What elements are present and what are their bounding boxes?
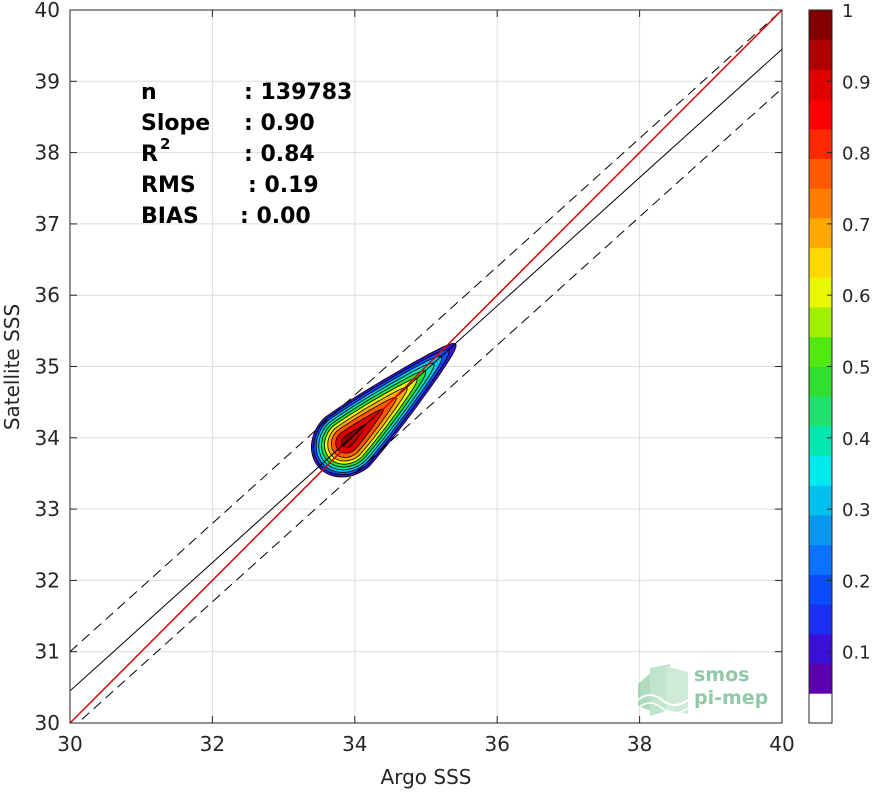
stat-key: RMS (141, 173, 196, 198)
y-tick-label: 38 (35, 141, 60, 165)
stat-key: BIAS (141, 204, 199, 229)
smos-pi-mep-logo: smos pi-mep (637, 664, 768, 716)
colorbar-tick-label: 0.1 (842, 643, 871, 664)
y-tick-label: 33 (35, 497, 60, 521)
colorbar-segment (809, 396, 832, 427)
y-tick-label: 36 (35, 283, 60, 307)
colorbar-segment (809, 307, 832, 338)
colorbar-segment (809, 485, 832, 516)
colorbar-tick-label: 0.9 (842, 72, 871, 93)
colorbar-segment (809, 336, 832, 367)
colorbar-segment (809, 188, 832, 219)
y-axis-ticks: 30 31 32 33 34 35 36 37 38 39 40 (35, 0, 782, 735)
logo-line1: smos (694, 664, 749, 686)
colorbar-segment (809, 633, 832, 664)
colorbar-segment (809, 247, 832, 278)
colorbar-tick-label: 0.4 (842, 429, 871, 450)
y-axis-label: Satellite SSS (0, 304, 24, 430)
colorbar-segment (809, 544, 832, 575)
colorbar-segment (809, 158, 832, 189)
colorbar-segment (809, 128, 832, 159)
y-tick-label: 32 (35, 568, 60, 592)
colorbar-segment (809, 366, 832, 397)
stat-value: : 139783 (244, 80, 352, 105)
stat-value: : 0.84 (244, 142, 315, 167)
y-tick-label: 31 (35, 640, 60, 664)
x-tick-label: 40 (769, 732, 794, 756)
colorbar-segment (809, 515, 832, 546)
stat-key-superscript: 2 (160, 135, 170, 153)
density-contour-level (341, 424, 367, 448)
colorbar-segment (809, 277, 832, 308)
colorbar: 0.1 0.2 0.3 0.4 0.5 0.6 0.7 0.8 0.9 1 (808, 1, 871, 724)
colorbar-tick-label: 0.2 (842, 571, 871, 592)
stat-value: : 0.90 (244, 111, 315, 136)
stat-key: n (141, 80, 157, 105)
stat-value: : 0.00 (240, 204, 311, 229)
stat-value: : 0.19 (248, 173, 319, 198)
x-axis-label: Argo SSS (381, 765, 472, 789)
colorbar-segment (809, 10, 832, 41)
colorbar-segment (809, 604, 832, 635)
stat-key: Slope (141, 111, 210, 136)
colorbar-segment (809, 663, 832, 694)
colorbar-segment (809, 69, 832, 100)
stat-key: R (141, 142, 158, 167)
y-tick-label: 30 (35, 711, 60, 735)
colorbar-segment (809, 99, 832, 130)
y-tick-label: 35 (35, 355, 60, 379)
colorbar-tick-label: 0.7 (842, 215, 871, 236)
colorbar-segment (809, 455, 832, 486)
colorbar-segment (809, 574, 832, 605)
grid (69, 9, 783, 724)
y-tick-label: 34 (35, 426, 60, 450)
colorbar-segment (809, 425, 832, 457)
identity-line (70, 10, 782, 723)
colorbar-tick-label: 0.3 (842, 500, 871, 521)
x-tick-label: 34 (342, 732, 367, 756)
colorbar-segment (809, 693, 832, 724)
logo-line2: pi-mep (694, 687, 768, 709)
colorbar-segment (809, 39, 832, 70)
statistics-box: n : 139783 Slope : 0.90 R 2 : 0.84 RMS : 0.19 BIA… (141, 80, 352, 229)
colorbar-tick-label: 0.6 (842, 286, 871, 307)
logo-wave-icon (637, 664, 689, 716)
x-axis-ticks: 30 32 34 36 38 40 (57, 10, 795, 756)
x-tick-label: 30 (57, 732, 82, 756)
y-tick-label: 40 (35, 0, 60, 22)
y-tick-label: 37 (35, 212, 60, 236)
x-tick-label: 36 (484, 732, 509, 756)
colorbar-segment (809, 217, 832, 249)
y-tick-label: 39 (35, 69, 60, 93)
regression-line (70, 48, 782, 692)
reference-lines (70, 10, 782, 723)
colorbar-tick-label: 0.8 (842, 144, 871, 165)
colorbar-tick-label: 1 (842, 1, 853, 22)
colorbar-tick-label: 0.5 (842, 358, 871, 379)
x-tick-label: 38 (627, 732, 652, 756)
x-tick-label: 32 (200, 732, 225, 756)
